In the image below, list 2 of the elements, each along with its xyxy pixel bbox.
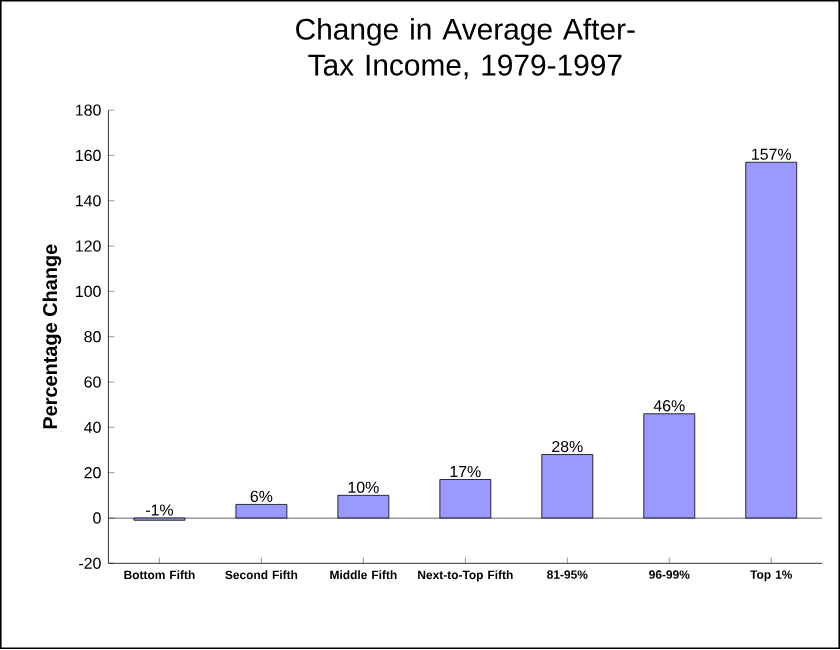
chart-title: Change in Average After-Tax Income, 1979-1997 [296,18,635,80]
y-axis-title: Percentage Change [42,244,62,429]
